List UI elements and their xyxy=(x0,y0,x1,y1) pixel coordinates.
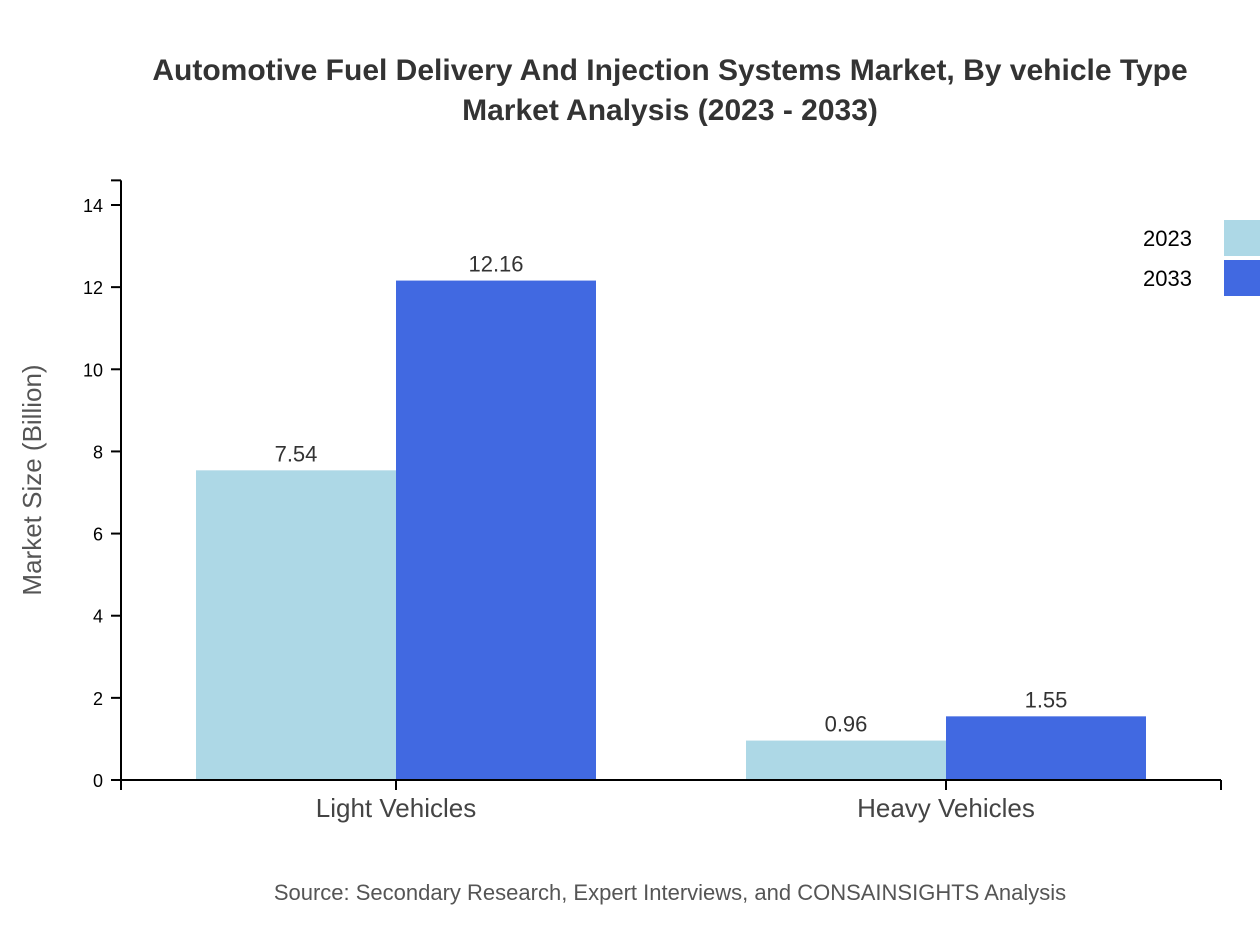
legend-swatch-2033 xyxy=(1224,260,1260,296)
chart-title: Automotive Fuel Delivery And Injection S… xyxy=(152,54,1187,87)
y-tick-label: 0 xyxy=(93,771,103,791)
bar-2033-1 xyxy=(946,716,1146,780)
legend-label: 2023 xyxy=(1143,226,1192,251)
data-label: 0.96 xyxy=(825,712,868,737)
bar-2023-0 xyxy=(196,470,396,780)
y-axis-label: Market Size (Billion) xyxy=(17,364,47,595)
chart-subtitle: Market Analysis (2023 - 2033) xyxy=(462,94,878,127)
data-label: 7.54 xyxy=(275,441,318,466)
y-tick-label: 2 xyxy=(93,689,103,709)
y-tick-label: 8 xyxy=(93,442,103,462)
y-tick-label: 10 xyxy=(83,360,103,380)
bar-2033-0 xyxy=(396,280,596,780)
legend-label: 2033 xyxy=(1143,266,1192,291)
legend-swatch-2023 xyxy=(1224,220,1260,256)
y-tick-label: 14 xyxy=(83,196,103,216)
data-label: 1.55 xyxy=(1025,687,1068,712)
y-tick-label: 6 xyxy=(93,525,103,545)
data-label: 12.16 xyxy=(468,252,523,277)
bar-2023-1 xyxy=(746,740,946,780)
y-tick-label: 12 xyxy=(83,278,103,298)
y-tick-label: 4 xyxy=(93,607,103,627)
x-tick-label: Heavy Vehicles xyxy=(857,793,1035,823)
source-note: Source: Secondary Research, Expert Inter… xyxy=(274,880,1066,905)
x-tick-label: Light Vehicles xyxy=(316,793,476,823)
